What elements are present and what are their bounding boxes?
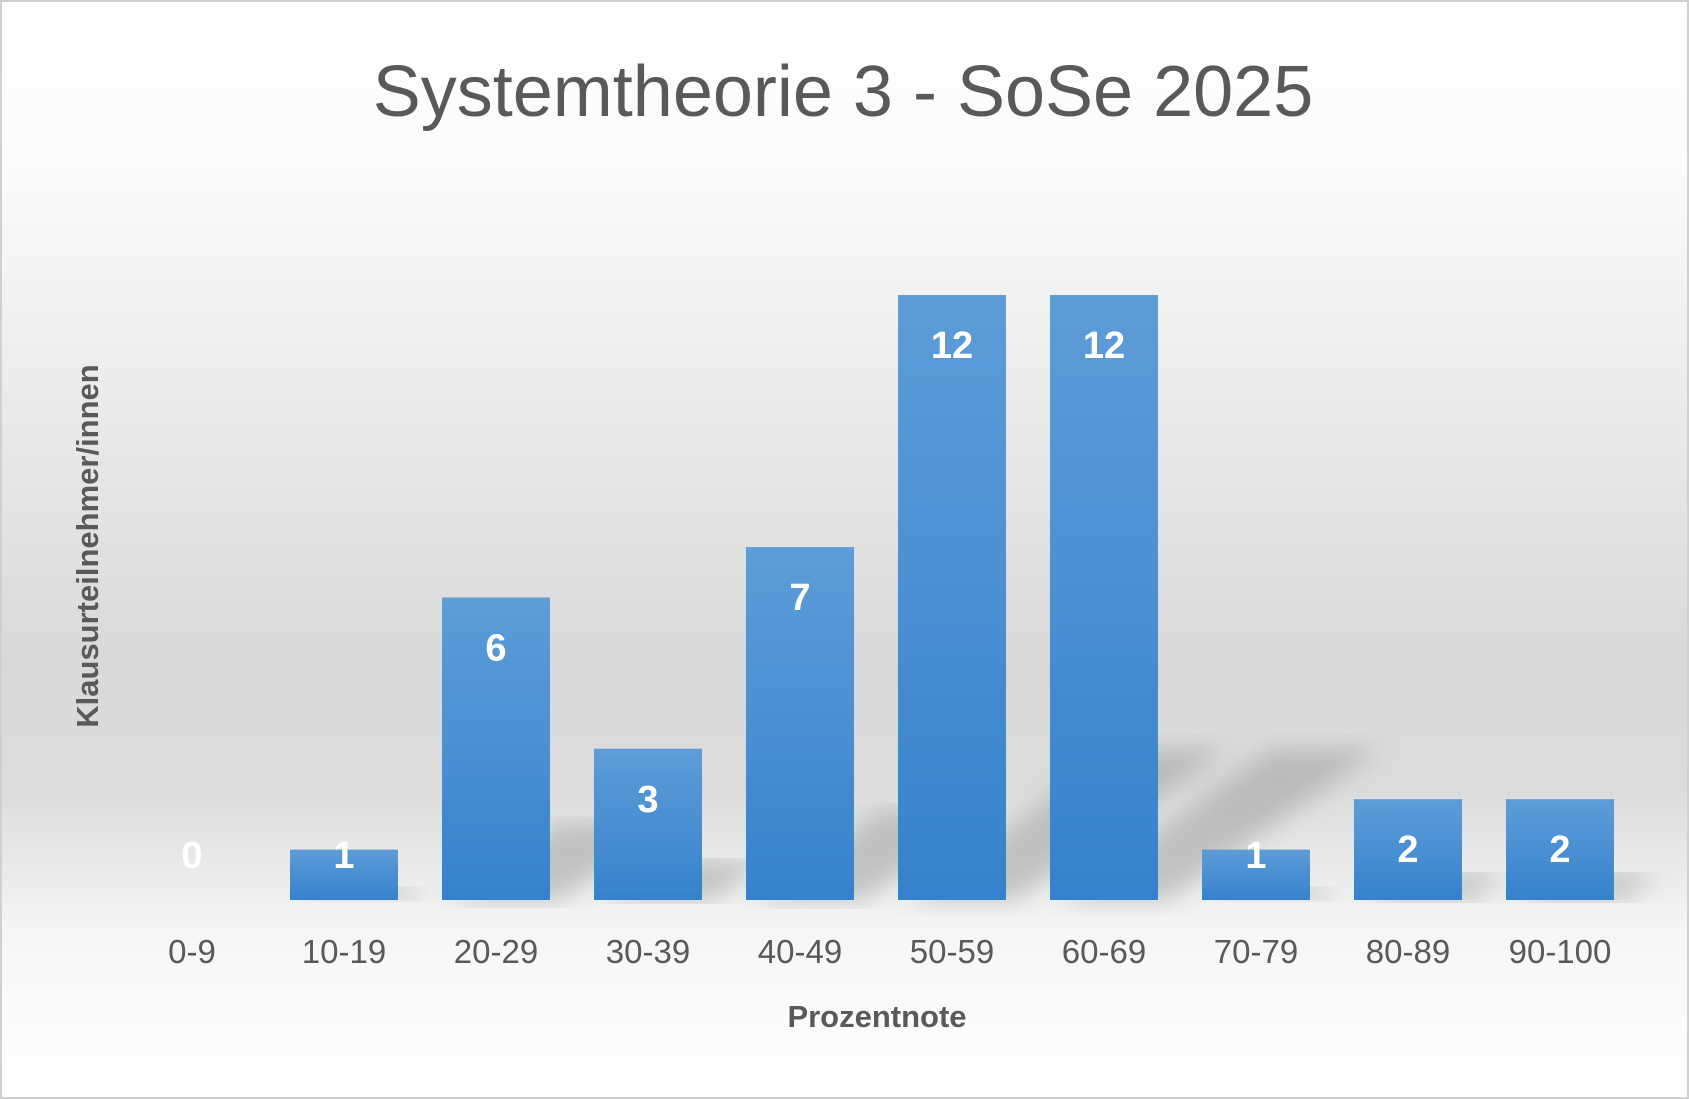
x-axis-label: Prozentnote <box>787 999 966 1034</box>
chart-title: Systemtheorie 3 - SoSe 2025 <box>373 52 1314 132</box>
x-tick-label: 0-9 <box>168 933 216 970</box>
data-label: 1 <box>333 835 354 877</box>
data-label: 2 <box>1549 829 1570 871</box>
bar-10-19 <box>290 849 398 900</box>
data-label: 12 <box>931 325 973 367</box>
data-label: 0 <box>181 835 202 877</box>
bar-60-69 <box>1050 295 1158 900</box>
x-tick-label: 90-100 <box>1509 933 1612 970</box>
bar-80-89 <box>1354 799 1462 900</box>
x-tick-label: 10-19 <box>302 933 386 970</box>
x-tick-label: 40-49 <box>758 933 842 970</box>
data-label: 6 <box>485 628 506 670</box>
data-label: 12 <box>1083 325 1125 367</box>
x-tick-label: 80-89 <box>1366 933 1450 970</box>
x-tick-label: 30-39 <box>606 933 690 970</box>
x-tick-label: 70-79 <box>1214 933 1298 970</box>
data-label: 1 <box>1245 835 1266 877</box>
bar-50-59 <box>898 295 1006 900</box>
data-label: 7 <box>789 577 810 619</box>
x-tick-label: 60-69 <box>1062 933 1146 970</box>
bar-40-49 <box>746 547 854 900</box>
x-tick-label: 50-59 <box>910 933 994 970</box>
y-axis-label: Klausurteilnehmer/innen <box>70 364 105 727</box>
bar-30-39 <box>594 748 702 900</box>
bar-90-100 <box>1506 799 1614 900</box>
data-label: 3 <box>637 779 658 821</box>
data-label: 2 <box>1397 829 1418 871</box>
x-tick-label: 20-29 <box>454 933 538 970</box>
bar-70-79 <box>1202 849 1310 900</box>
bar-20-29 <box>442 597 550 900</box>
